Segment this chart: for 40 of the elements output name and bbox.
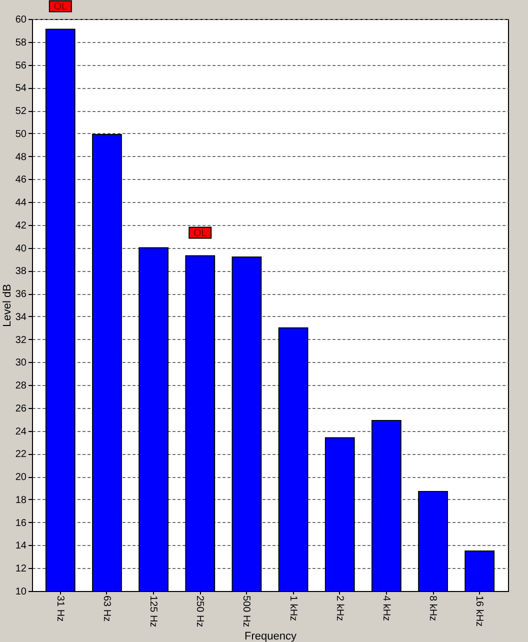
y-tick-label: 26 (15, 403, 27, 414)
x-tick-label: 16 kHz (474, 596, 485, 627)
x-tick-label: 250 Hz (194, 596, 206, 628)
y-tick-label: 42 (15, 220, 27, 232)
y-tick-label: 44 (15, 198, 27, 209)
x-tick-label: 4 kHz (380, 596, 392, 622)
x-tick-label: 125 Hz (148, 596, 159, 628)
y-tick-label: 46 (15, 174, 27, 186)
y-tick-label: 52 (15, 106, 27, 118)
y-tick-label: 12 (15, 564, 27, 575)
y-tick-label: 58 (15, 37, 27, 48)
y-tick-label: 36 (15, 289, 27, 300)
y-tick-label: 20 (15, 472, 27, 484)
y-tick-label: 30 (15, 358, 27, 369)
y-tick-label: 48 (15, 152, 27, 163)
y-tick-label: 16 (15, 518, 27, 529)
x-tick-label: 500 Hz (240, 596, 252, 628)
y-tick-label: 56 (15, 60, 27, 72)
y-tick-label: 24 (15, 426, 27, 438)
y-tick-label: 18 (15, 494, 27, 506)
y-tick-label: 32 (15, 334, 27, 346)
y-tick-label: 38 (15, 266, 27, 278)
x-tick-label: 63 Hz (100, 596, 112, 622)
x-axis-title: Frequency (244, 630, 297, 642)
y-axis-title: Level dB (1, 284, 14, 327)
annotation: OL (193, 228, 208, 239)
y-tick-label: 40 (15, 243, 27, 254)
y-tick-label: 22 (15, 449, 27, 460)
y-tick-label: 34 (15, 312, 27, 323)
y-tick-label: 14 (15, 540, 27, 552)
y-tick-label: 10 (15, 586, 27, 598)
y-tick-label: 60 (15, 14, 27, 26)
x-tick-label: 31 Hz (54, 596, 66, 622)
annotation: OL (54, 1, 68, 12)
x-tick-label: 2 kHz (334, 596, 345, 622)
y-tick-label: 50 (15, 128, 27, 140)
y-tick-label: 54 (15, 83, 27, 94)
x-tick-label: 1 kHz (287, 596, 298, 622)
x-tick-label: 8 kHz (427, 596, 438, 622)
y-tick-label: 28 (15, 380, 27, 392)
